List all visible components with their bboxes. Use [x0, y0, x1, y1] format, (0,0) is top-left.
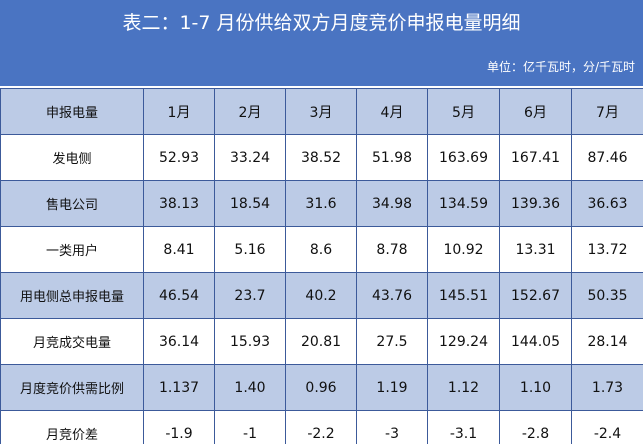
row-label: 月度竞价供需比例 — [0, 364, 144, 411]
table-cell: -1.9 — [143, 410, 215, 444]
bid-volume-table: 申报电量 1月 2月 3月 4月 5月 6月 7月 发电侧 52.93 33.2… — [0, 88, 643, 444]
row-label: 一类用户 — [0, 226, 144, 273]
table-cell: -2.4 — [571, 410, 643, 444]
table-cell: 28.14 — [571, 318, 643, 365]
table-cell: 10.92 — [427, 226, 500, 273]
table-cell: -1 — [214, 410, 286, 444]
table-cell: 145.51 — [427, 272, 500, 319]
header-cell: 6月 — [499, 88, 572, 135]
table-cell: 52.93 — [143, 134, 215, 181]
table-cell: 50.35 — [571, 272, 643, 319]
table-cell: 1.19 — [356, 364, 428, 411]
row-label: 用电侧总申报电量 — [0, 272, 144, 319]
table-cell: 40.2 — [285, 272, 357, 319]
table-title: 表二：1-7 月份供给双方月度竞价申报电量明细 — [122, 12, 521, 34]
table-row: 月竞成交电量 36.14 15.93 20.81 27.5 129.24 144… — [0, 318, 643, 365]
table-row: 一类用户 8.41 5.16 8.6 8.78 10.92 13.31 13.7… — [0, 226, 643, 273]
table-cell: -3.1 — [427, 410, 500, 444]
table-cell: 8.78 — [356, 226, 428, 273]
row-label: 月竞价差 — [0, 410, 144, 444]
table-cell: -2.8 — [499, 410, 572, 444]
table-cell: 34.98 — [356, 180, 428, 227]
table-cell: 134.59 — [427, 180, 500, 227]
table-cell: 8.6 — [285, 226, 357, 273]
table-row: 月度竞价供需比例 1.137 1.40 0.96 1.19 1.12 1.10 … — [0, 364, 643, 411]
header-cell: 7月 — [571, 88, 643, 135]
table-cell: 31.6 — [285, 180, 357, 227]
table-cell: 129.24 — [427, 318, 500, 365]
table-cell: 18.54 — [214, 180, 286, 227]
table-cell: -3 — [356, 410, 428, 444]
table-cell: -2.2 — [285, 410, 357, 444]
table-row: 发电侧 52.93 33.24 38.52 51.98 163.69 167.4… — [0, 134, 643, 181]
table-cell: 5.16 — [214, 226, 286, 273]
table-cell: 36.14 — [143, 318, 215, 365]
table-cell: 139.36 — [499, 180, 572, 227]
table-cell: 1.137 — [143, 364, 215, 411]
row-label: 月竞成交电量 — [0, 318, 144, 365]
table-cell: 13.31 — [499, 226, 572, 273]
unit-note: 单位：亿千瓦时，分/千瓦时 — [486, 60, 635, 74]
table-cell: 144.05 — [499, 318, 572, 365]
title-banner: 表二：1-7 月份供给双方月度竞价申报电量明细 单位：亿千瓦时，分/千瓦时 — [0, 0, 643, 86]
header-cell: 3月 — [285, 88, 357, 135]
header-cell: 5月 — [427, 88, 500, 135]
header-row: 申报电量 1月 2月 3月 4月 5月 6月 7月 — [0, 88, 643, 135]
table-cell: 38.13 — [143, 180, 215, 227]
table-cell: 33.24 — [214, 134, 286, 181]
header-cell: 2月 — [214, 88, 286, 135]
table-cell: 23.7 — [214, 272, 286, 319]
table-cell: 13.72 — [571, 226, 643, 273]
table-cell: 27.5 — [356, 318, 428, 365]
table-cell: 1.12 — [427, 364, 500, 411]
table-cell: 167.41 — [499, 134, 572, 181]
header-cell: 申报电量 — [0, 88, 144, 135]
table-cell: 163.69 — [427, 134, 500, 181]
table-cell: 38.52 — [285, 134, 357, 181]
table-cell: 46.54 — [143, 272, 215, 319]
row-label: 售电公司 — [0, 180, 144, 227]
table-cell: 1.10 — [499, 364, 572, 411]
table-row: 售电公司 38.13 18.54 31.6 34.98 134.59 139.3… — [0, 180, 643, 227]
table-cell: 152.67 — [499, 272, 572, 319]
table-row: 用电侧总申报电量 46.54 23.7 40.2 43.76 145.51 15… — [0, 272, 643, 319]
table-cell: 1.73 — [571, 364, 643, 411]
table-cell: 15.93 — [214, 318, 286, 365]
header-cell: 1月 — [143, 88, 215, 135]
table-cell: 51.98 — [356, 134, 428, 181]
table-row: 月竞价差 -1.9 -1 -2.2 -3 -3.1 -2.8 -2.4 — [0, 410, 643, 444]
header-cell: 4月 — [356, 88, 428, 135]
table-cell: 20.81 — [285, 318, 357, 365]
table-cell: 36.63 — [571, 180, 643, 227]
table-cell: 8.41 — [143, 226, 215, 273]
row-label: 发电侧 — [0, 134, 144, 181]
table-cell: 87.46 — [571, 134, 643, 181]
table-cell: 1.40 — [214, 364, 286, 411]
table-cell: 0.96 — [285, 364, 357, 411]
table-cell: 43.76 — [356, 272, 428, 319]
